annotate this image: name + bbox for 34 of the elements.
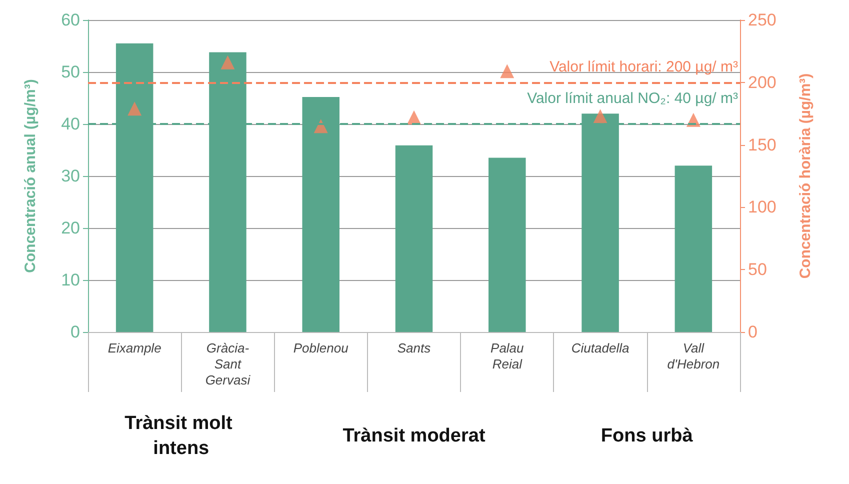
x-tick-label: Sants xyxy=(397,340,432,356)
text: Trànsit moderat xyxy=(342,426,486,446)
point xyxy=(593,109,608,124)
y-tick-label: 20 xyxy=(61,218,80,238)
x-tick-label: Vall d'Hebron xyxy=(667,340,720,372)
text: Fons urbà xyxy=(600,426,694,446)
y2-tick-label: 250 xyxy=(748,10,776,30)
y2-tick-label: 50 xyxy=(748,260,767,280)
y2-axis-title: Concentració horària (µg/m³) xyxy=(797,73,814,279)
text: Trànsit molt intens xyxy=(124,413,238,459)
bar xyxy=(395,145,433,332)
y-tick-label: 0 xyxy=(70,322,80,342)
y-tick-label: 60 xyxy=(61,10,80,30)
y-tick-label: 40 xyxy=(61,114,80,134)
y-tick-label: 50 xyxy=(61,62,80,82)
y2-tick-label: 100 xyxy=(748,198,776,217)
x-tick-label: Gràcia-Sant Gervasi xyxy=(205,340,252,388)
bar xyxy=(674,166,712,332)
y-tick-label: 10 xyxy=(61,270,80,290)
x-tick-label: Ciutadella xyxy=(571,340,630,356)
y2-tick-label: 200 xyxy=(748,72,776,92)
y2-tick-label: 0 xyxy=(748,322,758,342)
ref-line-label: Valor límit horari: 200 µg/ m³ xyxy=(550,58,738,76)
y-axis-title: Concentració anual (µg/m³) xyxy=(22,79,39,273)
x-tick-label: Palau Reial xyxy=(490,340,524,372)
y2-tick-label: 150 xyxy=(748,135,776,154)
y-tick-label: 30 xyxy=(61,166,80,186)
point xyxy=(500,64,514,78)
point xyxy=(128,102,142,116)
x-tick-label: Poblenou xyxy=(293,340,348,356)
ref-line-label: Valor límit anual NO₂: 40 µg/ m³ xyxy=(527,90,738,107)
x-tick-label: Eixample xyxy=(108,340,162,356)
bar xyxy=(488,158,526,332)
point xyxy=(220,55,235,70)
